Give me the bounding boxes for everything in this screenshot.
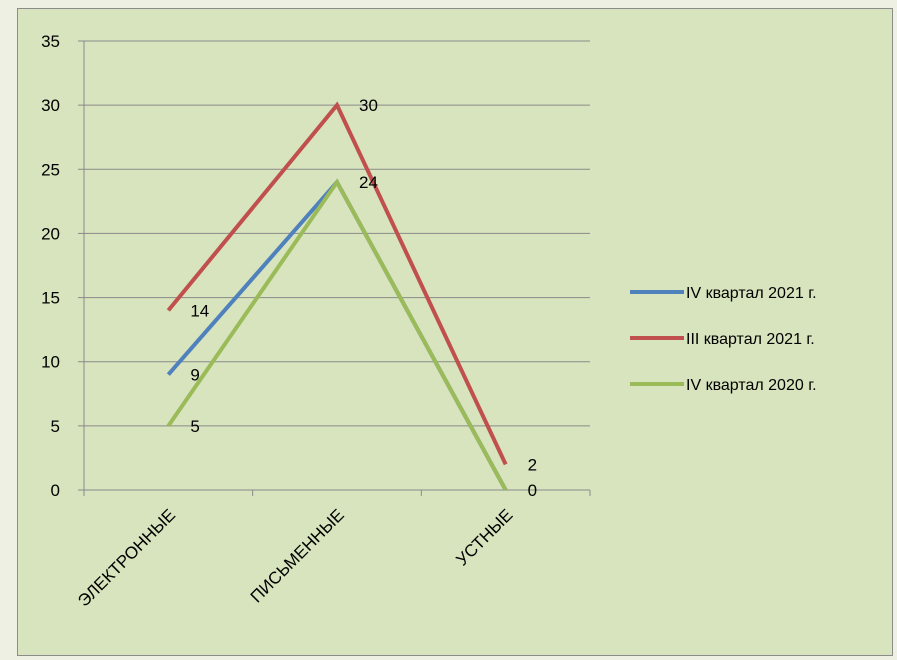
x-category-label: ЭЛЕКТРОННЫЕ bbox=[74, 505, 179, 610]
y-tick-label: 30 bbox=[41, 96, 60, 115]
data-label: 5 bbox=[190, 417, 199, 436]
y-tick-label: 5 bbox=[51, 417, 60, 436]
y-tick-label: 15 bbox=[41, 289, 60, 308]
y-tick-label: 35 bbox=[41, 32, 60, 51]
legend-label: IV квартал 2020 г. bbox=[686, 377, 817, 394]
y-tick-label: 0 bbox=[51, 481, 60, 500]
chart-area bbox=[17, 8, 893, 656]
series-line bbox=[166, 178, 508, 491]
y-tick-label: 25 bbox=[41, 160, 60, 179]
y-tick-label: 20 bbox=[41, 224, 60, 243]
series-line bbox=[166, 101, 508, 466]
legend-label: IV квартал 2021 г. bbox=[686, 285, 817, 302]
data-label: 24 bbox=[359, 173, 378, 192]
series-line bbox=[166, 178, 508, 491]
data-label: 9 bbox=[190, 366, 199, 385]
data-label: 0 bbox=[528, 481, 537, 500]
data-label: 2 bbox=[528, 455, 537, 474]
y-tick-label: 10 bbox=[41, 353, 60, 372]
data-label: 30 bbox=[359, 96, 378, 115]
data-label: 14 bbox=[190, 301, 209, 320]
legend-label: III квартал 2021 г. bbox=[686, 331, 815, 348]
x-category-label: УСТНЫЕ bbox=[452, 505, 516, 569]
x-category-label: ПИСЬМЕННЫЕ bbox=[247, 505, 348, 606]
